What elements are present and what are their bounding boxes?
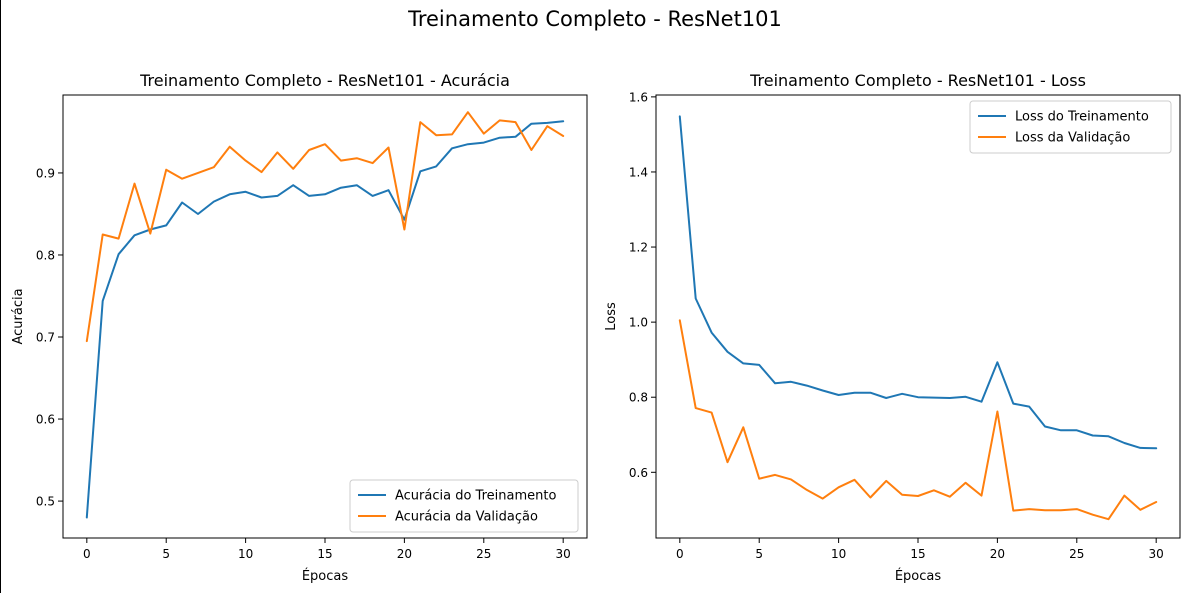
figure-left-border bbox=[0, 0, 1, 593]
x-tick-label: 20 bbox=[397, 547, 412, 561]
legend-label: Loss da Validação bbox=[1015, 131, 1130, 146]
y-tick-label: 0.8 bbox=[36, 248, 55, 262]
x-tick-label: 30 bbox=[556, 547, 571, 561]
x-tick-label: 10 bbox=[238, 547, 253, 561]
series-line-train bbox=[85, 120, 565, 519]
x-tick-label: 25 bbox=[476, 547, 491, 561]
loss-chart: Treinamento Completo - ResNet101 - Loss 0… bbox=[604, 71, 1181, 584]
x-tick-label: 5 bbox=[162, 547, 170, 561]
y-tick-label: 0.7 bbox=[36, 331, 55, 345]
series-line-val bbox=[678, 319, 1158, 521]
y-tick-label: 0.5 bbox=[36, 495, 55, 509]
subplot-title: Treinamento Completo - ResNet101 - Loss bbox=[749, 71, 1086, 90]
legend-box bbox=[969, 100, 1172, 154]
axes-frame bbox=[655, 94, 1181, 539]
x-tick-label: 30 bbox=[1149, 547, 1164, 561]
accuracy-chart: Treinamento Completo - ResNet101 - Acurá… bbox=[11, 71, 588, 584]
series-line-train bbox=[678, 115, 1158, 450]
x-tick-label: 0 bbox=[676, 547, 684, 561]
series-line-val bbox=[85, 111, 565, 343]
legend-label: Acurácia do Treinamento bbox=[395, 489, 556, 504]
figure-suptitle: Treinamento Completo - ResNet101 bbox=[407, 7, 782, 31]
x-axis-label: Épocas bbox=[895, 568, 942, 584]
y-tick-label: 1.2 bbox=[629, 241, 648, 255]
axes-frame bbox=[62, 94, 588, 539]
x-axis-label: Épocas bbox=[302, 568, 349, 584]
y-tick-label: 0.6 bbox=[629, 466, 648, 480]
y-tick-label: 0.8 bbox=[629, 391, 648, 405]
x-tick-label: 15 bbox=[317, 547, 332, 561]
x-tick-label: 0 bbox=[83, 547, 91, 561]
x-tick-label: 10 bbox=[831, 547, 846, 561]
subplot-title: Treinamento Completo - ResNet101 - Acurá… bbox=[139, 71, 510, 90]
x-tick-label: 25 bbox=[1069, 547, 1084, 561]
legend-box bbox=[349, 479, 579, 533]
y-axis-label: Loss bbox=[604, 302, 619, 331]
x-tick-label: 5 bbox=[755, 547, 763, 561]
x-tick-label: 15 bbox=[910, 547, 925, 561]
y-axis-label: Acurácia bbox=[11, 288, 26, 344]
x-tick-label: 20 bbox=[990, 547, 1005, 561]
legend: Loss do Treinamento Loss da Validação bbox=[969, 100, 1172, 154]
y-tick-label: 0.9 bbox=[36, 166, 55, 180]
legend-label: Loss do Treinamento bbox=[1015, 110, 1149, 125]
y-tick-label: 1.4 bbox=[629, 165, 648, 179]
y-tick-label: 0.6 bbox=[36, 413, 55, 427]
legend: Acurácia do Treinamento Acurácia da Valid… bbox=[349, 479, 579, 533]
legend-label: Acurácia da Validação bbox=[395, 510, 538, 525]
y-tick-label: 1.0 bbox=[629, 316, 648, 330]
y-tick-label: 1.6 bbox=[629, 90, 648, 104]
